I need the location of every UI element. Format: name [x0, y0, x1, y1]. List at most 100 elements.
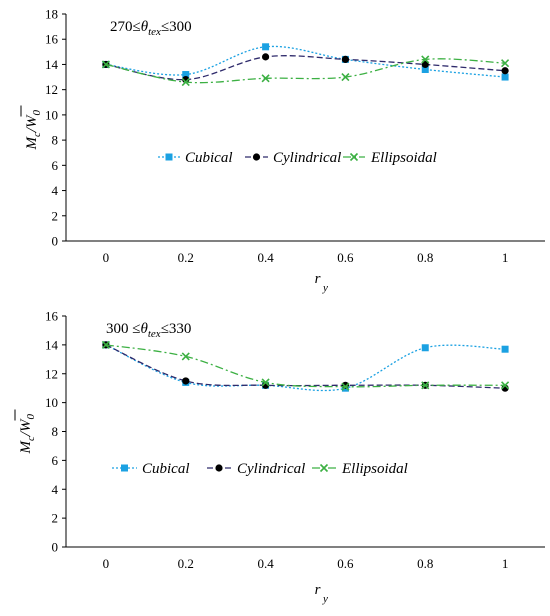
series-ellipsoidal: [101, 55, 510, 87]
data-point: [182, 377, 190, 385]
legend-label: Cylindrical: [273, 150, 341, 166]
x-tick-label: 0.8: [417, 250, 433, 265]
legend-label: Cubical: [142, 461, 190, 477]
data-point: [182, 71, 190, 79]
annotation-pre: 300 ≤: [106, 321, 140, 337]
data-point: [421, 381, 430, 390]
y-tick-label: 4: [52, 183, 59, 198]
x-tick-label: 0.2: [178, 556, 194, 571]
data-point: [101, 60, 110, 69]
y-tick-label: 12: [45, 82, 58, 97]
x-tick-label: 0: [103, 250, 110, 265]
y-label-w: W: [24, 114, 40, 128]
legend-marker: [165, 153, 173, 161]
data-point: [421, 55, 430, 64]
legend-label: Cylindrical: [237, 461, 305, 477]
data-point: [501, 381, 510, 390]
legend-label: Ellipsoidal: [370, 150, 437, 166]
data-point: [261, 74, 270, 83]
data-point: [261, 378, 270, 387]
y-label-c: c: [25, 436, 37, 441]
y-axis-label: Mc/W0: [20, 105, 43, 151]
y-tick-label: 0: [52, 540, 59, 555]
y-axis-label: Mc/W0: [14, 409, 37, 455]
annotation-sub: tex: [148, 26, 161, 38]
y-tick-label: 14: [45, 57, 59, 72]
annotation-post: ≤300: [161, 19, 192, 35]
legend-item-ellipsoidal: Ellipsoidal: [343, 150, 437, 166]
y-tick-label: 0: [52, 234, 59, 249]
series-cubical: [102, 43, 509, 81]
y-label-w: W: [18, 418, 34, 432]
x-tick-label: 0.4: [257, 250, 274, 265]
x-tick-label: 0: [103, 556, 110, 571]
data-point: [341, 72, 350, 82]
series-line: [105, 55, 506, 81]
data-point: [341, 55, 350, 64]
legend-item-cubical: Cubical: [112, 461, 190, 477]
y-tick-label: 8: [52, 133, 59, 148]
x-axis-label: r: [315, 271, 321, 287]
range-annotation: 300 ≤θtex≤330: [106, 321, 191, 340]
legend-label: Ellipsoidal: [341, 461, 408, 477]
y-axis-label-text: Mc/W0: [24, 109, 43, 150]
series-line: [105, 344, 506, 389]
y-label-m: M: [18, 440, 34, 455]
series-line: [105, 58, 506, 84]
x-axis-label: r: [315, 582, 321, 598]
legend-marker: [252, 153, 261, 161]
data-point: [501, 59, 510, 68]
y-tick-label: 12: [45, 366, 58, 381]
x-axis-label-subscript: y: [322, 282, 328, 294]
data-point: [341, 382, 350, 391]
series-line: [105, 344, 506, 388]
legend-item-ellipsoidal: Ellipsoidal: [312, 461, 408, 477]
y-label-zero: 0: [25, 413, 37, 419]
series-line: [105, 344, 506, 392]
data-point: [421, 65, 429, 73]
y-tick-label: 10: [45, 107, 58, 122]
x-tick-label: 1: [502, 250, 509, 265]
y-label-c: c: [31, 132, 43, 137]
legend-marker: [319, 463, 329, 473]
annotation-theta: θ: [140, 321, 148, 337]
data-point: [181, 78, 190, 87]
x-tick-label: 0.2: [178, 250, 194, 265]
y-tick-label: 18: [45, 7, 58, 22]
data-point: [421, 344, 429, 352]
data-point: [262, 43, 270, 51]
series-line: [105, 45, 506, 78]
x-axis-label-subscript: y: [322, 593, 328, 605]
legend-marker: [121, 464, 128, 472]
series-ellipsoidal: [101, 340, 510, 391]
data-point: [181, 352, 190, 361]
y-tick-label: 2: [52, 208, 59, 223]
annotation-pre: 270≤: [110, 19, 141, 35]
x-tick-label: 1: [502, 556, 509, 571]
legend-label: Cubical: [185, 150, 233, 166]
data-point: [501, 345, 509, 353]
y-tick-label: 16: [45, 309, 59, 324]
y-tick-label: 10: [45, 395, 58, 410]
series-cylindrical: [102, 341, 509, 392]
range-annotation: 270≤θtex≤300: [110, 19, 192, 38]
x-tick-label: 0.8: [417, 556, 433, 571]
annotation-post: ≤330: [161, 321, 192, 337]
x-tick-label: 0.6: [337, 556, 354, 571]
annotation-theta: θ: [141, 19, 149, 35]
x-tick-label: 0.4: [257, 556, 274, 571]
y-tick-label: 6: [52, 158, 59, 173]
legend-item-cubical: Cubical: [158, 150, 233, 166]
y-tick-label: 2: [52, 511, 59, 526]
y-label-slash: /: [24, 126, 40, 133]
y-label-m: M: [24, 136, 40, 151]
legend-marker: [349, 152, 359, 162]
y-label-slash: /: [18, 430, 34, 437]
legend-marker: [215, 464, 223, 472]
data-point: [501, 73, 509, 81]
legend-item-cylindrical: Cylindrical: [207, 461, 305, 477]
